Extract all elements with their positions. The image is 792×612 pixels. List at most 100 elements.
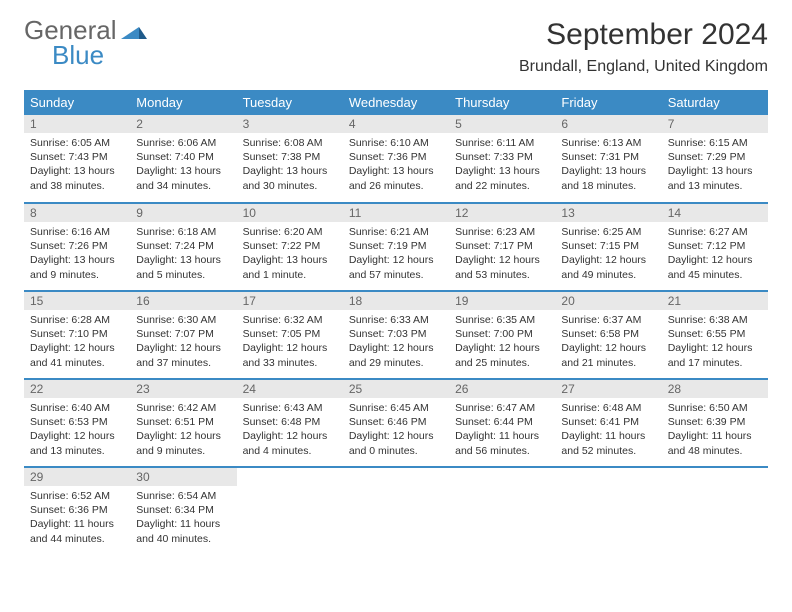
calendar-cell-empty xyxy=(343,467,449,555)
day-number: 8 xyxy=(24,204,130,222)
day-number: 21 xyxy=(662,292,768,310)
day-info: Sunrise: 6:38 AMSunset: 6:55 PMDaylight:… xyxy=(662,310,768,376)
day-info: Sunrise: 6:13 AMSunset: 7:31 PMDaylight:… xyxy=(555,133,661,199)
calendar-row: 8Sunrise: 6:16 AMSunset: 7:26 PMDaylight… xyxy=(24,203,768,291)
calendar-cell: 20Sunrise: 6:37 AMSunset: 6:58 PMDayligh… xyxy=(555,291,661,379)
day-info: Sunrise: 6:30 AMSunset: 7:07 PMDaylight:… xyxy=(130,310,236,376)
calendar-row: 1Sunrise: 6:05 AMSunset: 7:43 PMDaylight… xyxy=(24,115,768,203)
calendar-cell-empty xyxy=(237,467,343,555)
calendar-cell: 11Sunrise: 6:21 AMSunset: 7:19 PMDayligh… xyxy=(343,203,449,291)
day-number: 25 xyxy=(343,380,449,398)
calendar-cell-empty xyxy=(662,467,768,555)
calendar-cell: 1Sunrise: 6:05 AMSunset: 7:43 PMDaylight… xyxy=(24,115,130,203)
day-number: 19 xyxy=(449,292,555,310)
calendar-row: 15Sunrise: 6:28 AMSunset: 7:10 PMDayligh… xyxy=(24,291,768,379)
calendar-cell: 19Sunrise: 6:35 AMSunset: 7:00 PMDayligh… xyxy=(449,291,555,379)
calendar-cell: 24Sunrise: 6:43 AMSunset: 6:48 PMDayligh… xyxy=(237,379,343,467)
day-number: 7 xyxy=(662,115,768,133)
calendar-cell: 8Sunrise: 6:16 AMSunset: 7:26 PMDaylight… xyxy=(24,203,130,291)
location: Brundall, England, United Kingdom xyxy=(519,58,768,76)
day-number: 24 xyxy=(237,380,343,398)
day-info: Sunrise: 6:28 AMSunset: 7:10 PMDaylight:… xyxy=(24,310,130,376)
day-info: Sunrise: 6:47 AMSunset: 6:44 PMDaylight:… xyxy=(449,398,555,464)
day-info: Sunrise: 6:11 AMSunset: 7:33 PMDaylight:… xyxy=(449,133,555,199)
calendar-cell: 27Sunrise: 6:48 AMSunset: 6:41 PMDayligh… xyxy=(555,379,661,467)
calendar-cell: 28Sunrise: 6:50 AMSunset: 6:39 PMDayligh… xyxy=(662,379,768,467)
calendar-cell: 2Sunrise: 6:06 AMSunset: 7:40 PMDaylight… xyxy=(130,115,236,203)
day-number: 14 xyxy=(662,204,768,222)
day-info: Sunrise: 6:20 AMSunset: 7:22 PMDaylight:… xyxy=(237,222,343,288)
calendar-table: Sunday Monday Tuesday Wednesday Thursday… xyxy=(24,90,768,555)
day-info: Sunrise: 6:32 AMSunset: 7:05 PMDaylight:… xyxy=(237,310,343,376)
day-number: 30 xyxy=(130,468,236,486)
day-number: 6 xyxy=(555,115,661,133)
day-number: 17 xyxy=(237,292,343,310)
logo-mark-icon xyxy=(121,15,147,45)
day-number: 9 xyxy=(130,204,236,222)
day-number: 11 xyxy=(343,204,449,222)
day-number: 22 xyxy=(24,380,130,398)
day-number: 13 xyxy=(555,204,661,222)
day-number: 3 xyxy=(237,115,343,133)
weekday-header: Monday xyxy=(130,90,236,115)
logo: General Blue xyxy=(24,18,147,67)
calendar-cell: 6Sunrise: 6:13 AMSunset: 7:31 PMDaylight… xyxy=(555,115,661,203)
day-number: 27 xyxy=(555,380,661,398)
day-number: 2 xyxy=(130,115,236,133)
day-info: Sunrise: 6:48 AMSunset: 6:41 PMDaylight:… xyxy=(555,398,661,464)
calendar-cell: 14Sunrise: 6:27 AMSunset: 7:12 PMDayligh… xyxy=(662,203,768,291)
day-info: Sunrise: 6:23 AMSunset: 7:17 PMDaylight:… xyxy=(449,222,555,288)
day-number: 10 xyxy=(237,204,343,222)
weekday-header: Wednesday xyxy=(343,90,449,115)
calendar-row: 29Sunrise: 6:52 AMSunset: 6:36 PMDayligh… xyxy=(24,467,768,555)
day-number: 16 xyxy=(130,292,236,310)
title-block: September 2024 Brundall, England, United… xyxy=(519,18,768,76)
logo-blue: Blue xyxy=(52,43,147,68)
day-number: 26 xyxy=(449,380,555,398)
day-info: Sunrise: 6:43 AMSunset: 6:48 PMDaylight:… xyxy=(237,398,343,464)
day-info: Sunrise: 6:27 AMSunset: 7:12 PMDaylight:… xyxy=(662,222,768,288)
day-info: Sunrise: 6:40 AMSunset: 6:53 PMDaylight:… xyxy=(24,398,130,464)
calendar-cell: 13Sunrise: 6:25 AMSunset: 7:15 PMDayligh… xyxy=(555,203,661,291)
day-number: 4 xyxy=(343,115,449,133)
weekday-header: Saturday xyxy=(662,90,768,115)
day-info: Sunrise: 6:21 AMSunset: 7:19 PMDaylight:… xyxy=(343,222,449,288)
weekday-header-row: Sunday Monday Tuesday Wednesday Thursday… xyxy=(24,90,768,115)
calendar-cell: 25Sunrise: 6:45 AMSunset: 6:46 PMDayligh… xyxy=(343,379,449,467)
day-info: Sunrise: 6:35 AMSunset: 7:00 PMDaylight:… xyxy=(449,310,555,376)
day-info: Sunrise: 6:16 AMSunset: 7:26 PMDaylight:… xyxy=(24,222,130,288)
day-info: Sunrise: 6:15 AMSunset: 7:29 PMDaylight:… xyxy=(662,133,768,199)
calendar-cell: 18Sunrise: 6:33 AMSunset: 7:03 PMDayligh… xyxy=(343,291,449,379)
calendar-cell: 22Sunrise: 6:40 AMSunset: 6:53 PMDayligh… xyxy=(24,379,130,467)
day-info: Sunrise: 6:18 AMSunset: 7:24 PMDaylight:… xyxy=(130,222,236,288)
day-number: 1 xyxy=(24,115,130,133)
day-number: 29 xyxy=(24,468,130,486)
calendar-cell: 10Sunrise: 6:20 AMSunset: 7:22 PMDayligh… xyxy=(237,203,343,291)
calendar-cell-empty xyxy=(449,467,555,555)
day-info: Sunrise: 6:10 AMSunset: 7:36 PMDaylight:… xyxy=(343,133,449,199)
weekday-header: Thursday xyxy=(449,90,555,115)
calendar-cell: 23Sunrise: 6:42 AMSunset: 6:51 PMDayligh… xyxy=(130,379,236,467)
day-info: Sunrise: 6:08 AMSunset: 7:38 PMDaylight:… xyxy=(237,133,343,199)
calendar-cell: 5Sunrise: 6:11 AMSunset: 7:33 PMDaylight… xyxy=(449,115,555,203)
calendar-cell-empty xyxy=(555,467,661,555)
day-number: 5 xyxy=(449,115,555,133)
day-info: Sunrise: 6:42 AMSunset: 6:51 PMDaylight:… xyxy=(130,398,236,464)
weekday-header: Friday xyxy=(555,90,661,115)
day-number: 12 xyxy=(449,204,555,222)
calendar-row: 22Sunrise: 6:40 AMSunset: 6:53 PMDayligh… xyxy=(24,379,768,467)
calendar-cell: 29Sunrise: 6:52 AMSunset: 6:36 PMDayligh… xyxy=(24,467,130,555)
day-info: Sunrise: 6:33 AMSunset: 7:03 PMDaylight:… xyxy=(343,310,449,376)
calendar-cell: 4Sunrise: 6:10 AMSunset: 7:36 PMDaylight… xyxy=(343,115,449,203)
day-info: Sunrise: 6:25 AMSunset: 7:15 PMDaylight:… xyxy=(555,222,661,288)
calendar-cell: 30Sunrise: 6:54 AMSunset: 6:34 PMDayligh… xyxy=(130,467,236,555)
calendar-cell: 15Sunrise: 6:28 AMSunset: 7:10 PMDayligh… xyxy=(24,291,130,379)
calendar-cell: 3Sunrise: 6:08 AMSunset: 7:38 PMDaylight… xyxy=(237,115,343,203)
calendar-cell: 12Sunrise: 6:23 AMSunset: 7:17 PMDayligh… xyxy=(449,203,555,291)
weekday-header: Tuesday xyxy=(237,90,343,115)
day-info: Sunrise: 6:05 AMSunset: 7:43 PMDaylight:… xyxy=(24,133,130,199)
calendar-cell: 21Sunrise: 6:38 AMSunset: 6:55 PMDayligh… xyxy=(662,291,768,379)
calendar-cell: 26Sunrise: 6:47 AMSunset: 6:44 PMDayligh… xyxy=(449,379,555,467)
day-info: Sunrise: 6:06 AMSunset: 7:40 PMDaylight:… xyxy=(130,133,236,199)
calendar-cell: 9Sunrise: 6:18 AMSunset: 7:24 PMDaylight… xyxy=(130,203,236,291)
